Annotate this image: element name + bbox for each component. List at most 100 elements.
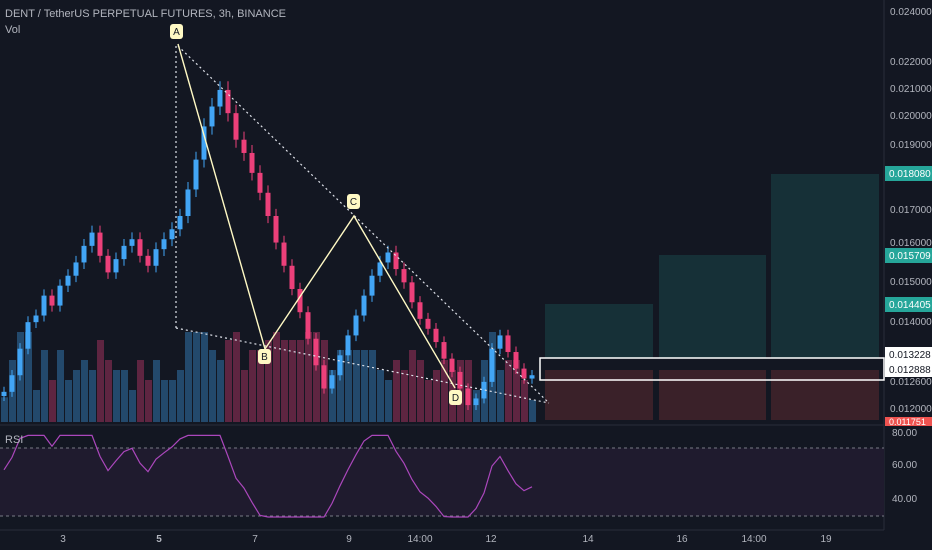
lower-trendline[interactable] [175,327,550,404]
volume-bar [161,380,168,422]
time-tick: 14:00 [407,534,432,545]
price-tick: 0.020000 [890,111,932,122]
candle-body [89,232,95,246]
candle-body [529,375,535,379]
time-tick: 16 [676,534,688,545]
volume-bar [385,380,392,422]
volume-bar [257,350,264,422]
candle-body [489,348,495,382]
volume-bar [249,350,256,422]
volume-label: Vol [5,24,21,36]
volume-bar [89,370,96,422]
volume-bar [497,370,504,422]
volume-bar [265,340,272,422]
volume-bar [233,332,240,422]
volume-bar [193,332,200,422]
volume-bar [369,350,376,422]
volume-bar [305,332,312,422]
time-tick: 19 [820,534,832,545]
target-box-2[interactable] [659,255,766,358]
upper-trendline[interactable] [177,45,550,404]
target-box-3[interactable] [771,174,879,358]
pattern-lines[interactable] [175,43,550,404]
volume-bar [433,370,440,422]
volume-bar [81,360,88,422]
symbol-title: DENT / TetherUS PERPETUAL FUTURES, 3h, B… [5,8,286,20]
stop-box-1[interactable] [545,370,653,420]
time-tick: 3 [60,534,66,545]
rsi-tick: 60.00 [892,460,917,471]
candle-body [433,328,439,343]
volume-bar [241,370,248,422]
price-tick: 0.016000 [890,238,932,249]
stop-box-2[interactable] [659,370,766,420]
candle-body [129,239,135,246]
price-label-entry: 0.013228 [885,347,932,362]
time-tick: 14 [582,534,594,545]
candle-body [153,249,159,266]
abcd-pattern-line[interactable] [177,43,456,389]
time-axis[interactable]: 3 5 7 9 14:00 12 14 16 14:00 19 [60,534,832,545]
rsi-band [0,448,884,516]
candles [1,81,535,410]
candle-body [137,239,143,256]
volume-bar [225,340,232,422]
candle-body [281,242,287,266]
volume-bar [289,340,296,422]
price-axis[interactable]: 0.024000 0.022000 0.021000 0.020000 0.01… [890,7,932,415]
volume-bar [129,390,136,422]
volume-bar [345,350,352,422]
price-tick: 0.014000 [890,317,932,328]
point-a-label: A [173,27,180,38]
target-box-1[interactable] [545,304,653,358]
price-tick: 0.012600 [890,377,932,388]
candle-body [361,295,367,316]
candle-body [273,216,279,243]
candle-body [9,375,15,392]
candle-body [297,288,303,313]
candle-body [465,388,471,406]
candle-body [225,89,231,114]
candle-body [1,391,7,397]
candle-body [417,302,423,319]
target-boxes[interactable] [539,174,885,420]
candle-body [177,216,183,230]
candle-body [121,245,127,260]
candle-body [473,398,479,406]
candle-body [505,335,511,353]
point-a-marker[interactable]: A [170,24,183,39]
point-b-label: B [261,352,268,363]
candle-body [257,172,263,193]
time-tick: 9 [346,534,352,545]
candle-body [25,322,31,349]
stop-box-3[interactable] [771,370,879,420]
rsi-line [3,434,533,518]
candle-body [49,295,55,306]
time-tick: 14:00 [741,534,766,545]
volume-bar [441,360,448,422]
price-label-current: 0.012888 [885,362,932,377]
point-c-marker[interactable]: C [347,194,360,209]
rsi-path [3,434,533,518]
volume-bar [169,380,176,422]
time-tick: 7 [252,534,258,545]
price-label-stop: 0.011751 [885,417,932,427]
volume-bar [49,380,56,422]
candle-body [457,371,463,389]
candle-body [249,152,255,173]
volume-bar [65,380,72,422]
volume-bar [153,360,160,422]
volume-bar [281,340,288,422]
point-b-marker[interactable]: B [258,349,271,364]
candle-body [393,252,399,270]
point-d-label: D [452,393,459,404]
entry-zone-box[interactable] [539,357,885,381]
candle-body [97,232,103,256]
volume-bar [337,350,344,422]
volume-bar [185,332,192,422]
rsi-tick: 80.00 [892,428,917,439]
candle-body [17,348,23,376]
volume-bar [377,370,384,422]
point-d-marker[interactable]: D [449,390,462,405]
